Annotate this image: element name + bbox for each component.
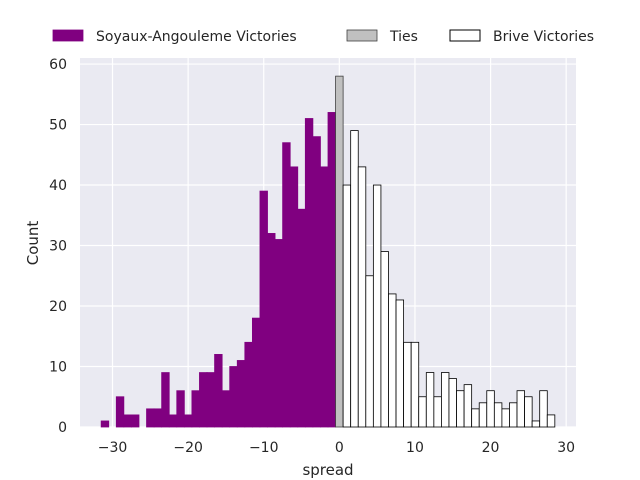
bar-brive-victories [516,390,525,428]
legend-swatch-brive-victories [449,29,481,42]
bar-soyaux-angouleme-victories [161,372,170,428]
bar-brive-victories [486,390,495,428]
bar-brive-victories [395,299,405,428]
x-tick-label: −30 [98,440,128,456]
bar-soyaux-angouleme-victories [251,317,261,428]
x-tick-label: −20 [173,440,203,456]
bar-soyaux-angouleme-victories [229,366,238,428]
bar-soyaux-angouleme-victories [320,166,329,428]
bar-brive-victories [501,408,510,428]
bar-soyaux-angouleme-victories [282,142,291,428]
bar-brive-victories [463,384,473,428]
bar-brive-victories [456,390,465,428]
bar-soyaux-angouleme-victories [176,390,185,428]
bar-brive-victories [433,396,442,428]
bar-brive-victories [509,402,518,428]
bar-soyaux-angouleme-victories [146,408,155,428]
bar-soyaux-angouleme-victories [191,390,200,428]
bars [100,75,556,428]
x-tick-label: 10 [406,440,424,456]
y-tick-label: 40 [49,178,67,194]
bar-soyaux-angouleme-victories [100,420,110,428]
bar-soyaux-angouleme-victories [259,190,268,428]
bar-soyaux-angouleme-victories [199,372,208,428]
legend-swatch-soyaux-angouleme-victories [52,29,84,42]
bar-brive-victories [524,396,533,428]
bar-brive-victories [357,166,367,428]
bar-soyaux-angouleme-victories [289,166,299,428]
bar-brive-victories [372,184,382,428]
y-axis-label: Count [24,221,42,266]
bar-brive-victories [418,396,427,428]
bar-brive-victories [471,408,480,428]
bar-brive-victories [365,275,374,428]
bar-brive-victories [342,184,352,428]
bar-soyaux-angouleme-victories [115,396,125,428]
x-tick-label: −10 [249,440,279,456]
legend-label-brive-victories: Brive Victories [493,29,594,45]
x-tick-label: 20 [482,440,500,456]
bar-soyaux-angouleme-victories [236,360,246,428]
bar-soyaux-angouleme-victories [168,414,178,428]
bar-brive-victories [546,414,556,428]
legend-swatch-ties [346,29,378,42]
bar-soyaux-angouleme-victories [123,414,132,428]
bar-brive-victories [403,341,412,428]
y-tick-label: 60 [49,57,67,73]
x-axis-ticks: −30 −20 −10 0 10 20 30 [98,440,575,456]
legend-label-soyaux-angouleme-victories: Soyaux-Angouleme Victories [96,29,297,45]
y-tick-label: 20 [49,299,67,315]
bar-ties [335,75,344,428]
y-tick-label: 30 [49,239,67,255]
bar-soyaux-angouleme-victories [214,354,223,428]
bar-soyaux-angouleme-victories [206,372,215,428]
legend: Soyaux-Angouleme Victories Ties Brive Vict… [52,29,594,45]
x-tick-label: 0 [335,440,344,456]
bar-soyaux-angouleme-victories [304,118,314,428]
bar-brive-victories [448,378,457,428]
bar-brive-victories [350,130,359,428]
x-axis-label: spread [302,461,353,479]
bar-soyaux-angouleme-victories [312,136,321,428]
bar-soyaux-angouleme-victories [267,233,276,428]
bar-brive-victories [425,372,435,428]
bar-brive-victories [388,293,397,428]
bar-brive-victories [380,251,389,428]
bar-soyaux-angouleme-victories [274,239,284,428]
bar-brive-victories [493,402,503,428]
legend-label-ties: Ties [389,29,418,45]
bar-soyaux-angouleme-victories [221,390,231,428]
bar-soyaux-angouleme-victories [153,408,163,428]
bar-soyaux-angouleme-victories [244,341,253,428]
bar-brive-victories [441,372,450,428]
bar-brive-victories [539,390,548,428]
bar-soyaux-angouleme-victories [183,414,193,428]
bar-brive-victories [531,420,541,428]
y-tick-label: 50 [49,118,67,134]
bar-soyaux-angouleme-victories [297,208,306,428]
bar-soyaux-angouleme-victories [131,414,140,428]
y-tick-label: 0 [58,420,67,436]
y-axis-ticks: 0 10 20 30 40 50 60 [49,57,67,436]
bar-soyaux-angouleme-victories [327,112,336,428]
x-tick-label: 30 [557,440,575,456]
bar-brive-victories [478,402,488,428]
y-tick-label: 10 [49,360,67,376]
bar-brive-victories [410,341,420,428]
